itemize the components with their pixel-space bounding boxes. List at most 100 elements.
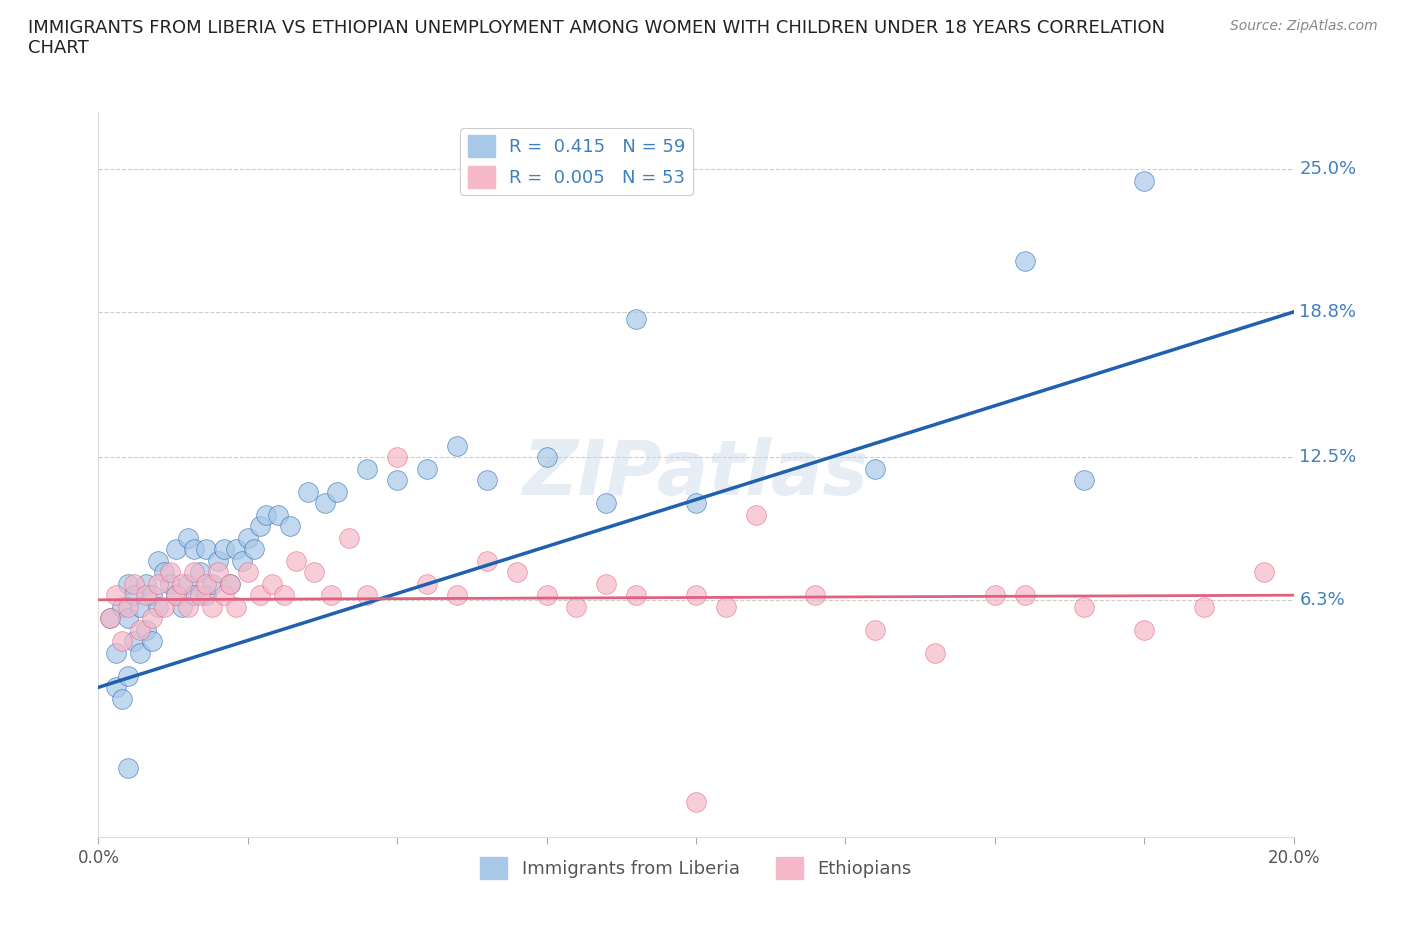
Point bbox=[1192, 599, 1215, 614]
Point bbox=[475, 553, 498, 568]
Point bbox=[260, 577, 283, 591]
Point bbox=[385, 472, 409, 487]
Point bbox=[278, 519, 301, 534]
Point bbox=[984, 588, 1007, 603]
Point bbox=[267, 507, 290, 522]
Point bbox=[236, 530, 259, 545]
Point bbox=[297, 485, 319, 499]
Point bbox=[188, 565, 211, 579]
Point bbox=[685, 588, 707, 603]
Point bbox=[124, 634, 146, 649]
Point bbox=[339, 530, 361, 545]
Point bbox=[446, 588, 468, 603]
Point bbox=[536, 449, 558, 464]
Point bbox=[249, 588, 271, 603]
Point bbox=[219, 577, 242, 591]
Point bbox=[129, 622, 152, 637]
Point bbox=[183, 588, 205, 603]
Point bbox=[117, 611, 139, 626]
Point bbox=[565, 599, 588, 614]
Point bbox=[129, 645, 152, 660]
Point bbox=[685, 795, 707, 810]
Point bbox=[1133, 173, 1156, 188]
Point bbox=[148, 599, 170, 614]
Point bbox=[117, 577, 139, 591]
Point bbox=[1073, 599, 1095, 614]
Point bbox=[1073, 472, 1095, 487]
Point bbox=[111, 634, 134, 649]
Point bbox=[148, 577, 170, 591]
Point bbox=[315, 496, 337, 511]
Point bbox=[321, 588, 343, 603]
Point bbox=[195, 577, 218, 591]
Point bbox=[177, 530, 200, 545]
Point bbox=[595, 577, 617, 591]
Point bbox=[284, 553, 307, 568]
Point bbox=[183, 541, 205, 556]
Point bbox=[865, 622, 887, 637]
Point bbox=[153, 565, 176, 579]
Point bbox=[105, 680, 128, 695]
Point bbox=[385, 449, 409, 464]
Point bbox=[111, 691, 134, 706]
Point bbox=[714, 599, 737, 614]
Point bbox=[124, 577, 146, 591]
Point bbox=[219, 577, 242, 591]
Point bbox=[117, 669, 139, 684]
Point bbox=[356, 588, 378, 603]
Point bbox=[506, 565, 529, 579]
Point bbox=[446, 438, 468, 453]
Point bbox=[626, 588, 648, 603]
Point bbox=[254, 507, 277, 522]
Point bbox=[595, 496, 617, 511]
Point bbox=[135, 577, 157, 591]
Point bbox=[225, 599, 247, 614]
Point bbox=[212, 541, 235, 556]
Point bbox=[207, 553, 229, 568]
Point bbox=[165, 588, 187, 603]
Point bbox=[177, 577, 200, 591]
Point bbox=[243, 541, 266, 556]
Point bbox=[475, 472, 498, 487]
Point bbox=[183, 565, 205, 579]
Point bbox=[141, 634, 163, 649]
Point bbox=[117, 599, 139, 614]
Point bbox=[159, 565, 181, 579]
Point bbox=[536, 588, 558, 603]
Point bbox=[201, 577, 224, 591]
Point bbox=[231, 553, 253, 568]
Text: 25.0%: 25.0% bbox=[1299, 160, 1357, 179]
Point bbox=[207, 565, 229, 579]
Text: IMMIGRANTS FROM LIBERIA VS ETHIOPIAN UNEMPLOYMENT AMONG WOMEN WITH CHILDREN UNDE: IMMIGRANTS FROM LIBERIA VS ETHIOPIAN UNE… bbox=[28, 19, 1166, 58]
Text: 12.5%: 12.5% bbox=[1299, 448, 1357, 466]
Point bbox=[195, 541, 218, 556]
Point bbox=[195, 588, 218, 603]
Point bbox=[201, 599, 224, 614]
Point bbox=[273, 588, 295, 603]
Point bbox=[416, 577, 439, 591]
Point bbox=[1253, 565, 1275, 579]
Point bbox=[356, 461, 378, 476]
Point bbox=[626, 312, 648, 326]
Point bbox=[236, 565, 259, 579]
Legend: Immigrants from Liberia, Ethiopians: Immigrants from Liberia, Ethiopians bbox=[472, 849, 920, 886]
Point bbox=[416, 461, 439, 476]
Text: ZIPatlas: ZIPatlas bbox=[523, 437, 869, 512]
Point bbox=[98, 611, 122, 626]
Point bbox=[141, 588, 163, 603]
Point bbox=[1133, 622, 1156, 637]
Text: Source: ZipAtlas.com: Source: ZipAtlas.com bbox=[1230, 19, 1378, 33]
Point bbox=[124, 588, 146, 603]
Point bbox=[685, 496, 707, 511]
Point bbox=[159, 577, 181, 591]
Point bbox=[135, 622, 157, 637]
Point bbox=[105, 588, 128, 603]
Point bbox=[1014, 588, 1036, 603]
Point bbox=[165, 588, 187, 603]
Point bbox=[165, 541, 187, 556]
Point bbox=[105, 645, 128, 660]
Point bbox=[172, 577, 194, 591]
Point bbox=[117, 761, 139, 776]
Point bbox=[172, 599, 194, 614]
Point bbox=[148, 553, 170, 568]
